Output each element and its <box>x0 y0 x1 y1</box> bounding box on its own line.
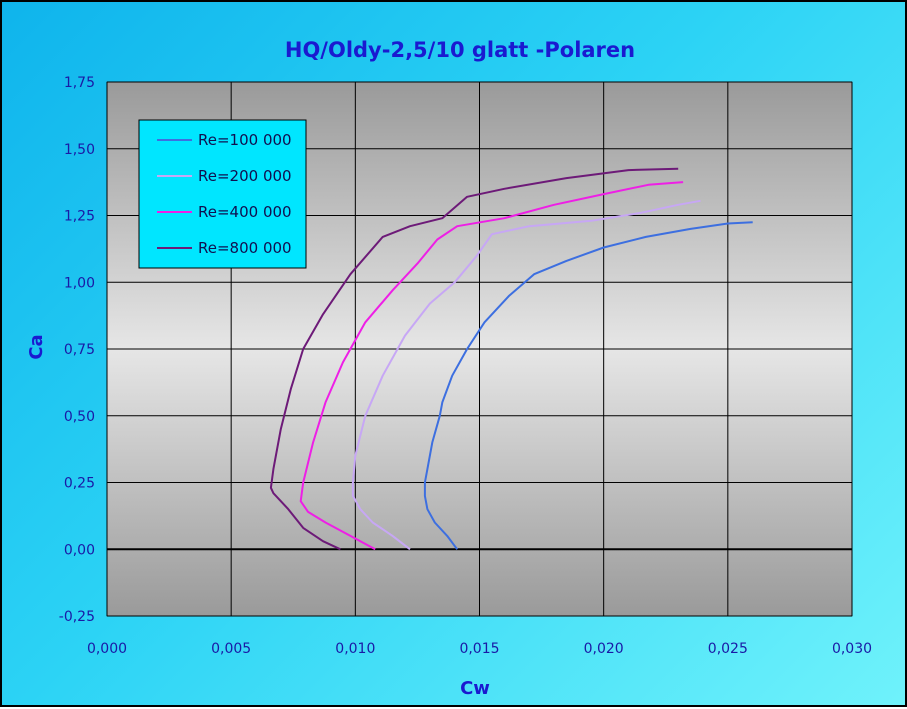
x-tick-label-4: 0,020 <box>584 641 624 657</box>
x-tick-label-0: 0,000 <box>87 641 127 657</box>
x-tick-label-6: 0,030 <box>832 641 872 657</box>
y-tick-labels: -0,25 0,00 0,25 0,50 0,75 1,00 1,25 1,50 1,75 <box>59 75 95 625</box>
series-line-2 <box>351 199 701 551</box>
y-tick-label-4: 0,75 <box>64 342 95 358</box>
chart-title: HQ/Oldy-2,5/10 glatt -Polaren <box>285 38 635 62</box>
legend: Re=100 000 Re=200 000 Re=400 000 Re=800 000 <box>138 119 307 269</box>
series-line-3 <box>299 181 684 551</box>
legend-label-1: Re=100 000 <box>198 131 292 149</box>
y-tick-label-5: 1,00 <box>64 275 95 291</box>
series-line-4 <box>269 167 679 551</box>
x-tick-labels: 0,000 0,005 0,010 0,015 0,020 0,025 0,030 <box>87 641 872 657</box>
y-tick-label-0: -0,25 <box>59 609 95 625</box>
legend-label-4: Re=800 000 <box>198 239 292 257</box>
x-tick-label-1: 0,005 <box>211 641 251 657</box>
legend-box <box>138 119 307 269</box>
series-lines <box>269 167 753 551</box>
y-tick-label-8: 1,75 <box>64 75 95 91</box>
legend-label-3: Re=400 000 <box>198 203 292 221</box>
y-tick-label-3: 0,50 <box>64 409 95 425</box>
y-tick-label-2: 0,25 <box>64 476 95 492</box>
x-tick-label-3: 0,015 <box>459 641 499 657</box>
x-axis-title: Cw <box>460 678 490 699</box>
y-axis-title: Ca <box>26 334 47 359</box>
x-tick-label-2: 0,010 <box>335 641 375 657</box>
x-tick-label-5: 0,025 <box>708 641 748 657</box>
y-tick-label-7: 1,50 <box>64 142 95 158</box>
y-tick-label-6: 1,25 <box>64 209 95 225</box>
series-line-1 <box>423 221 753 550</box>
legend-label-2: Re=200 000 <box>198 167 292 185</box>
y-tick-label-1: 0,00 <box>64 542 95 558</box>
